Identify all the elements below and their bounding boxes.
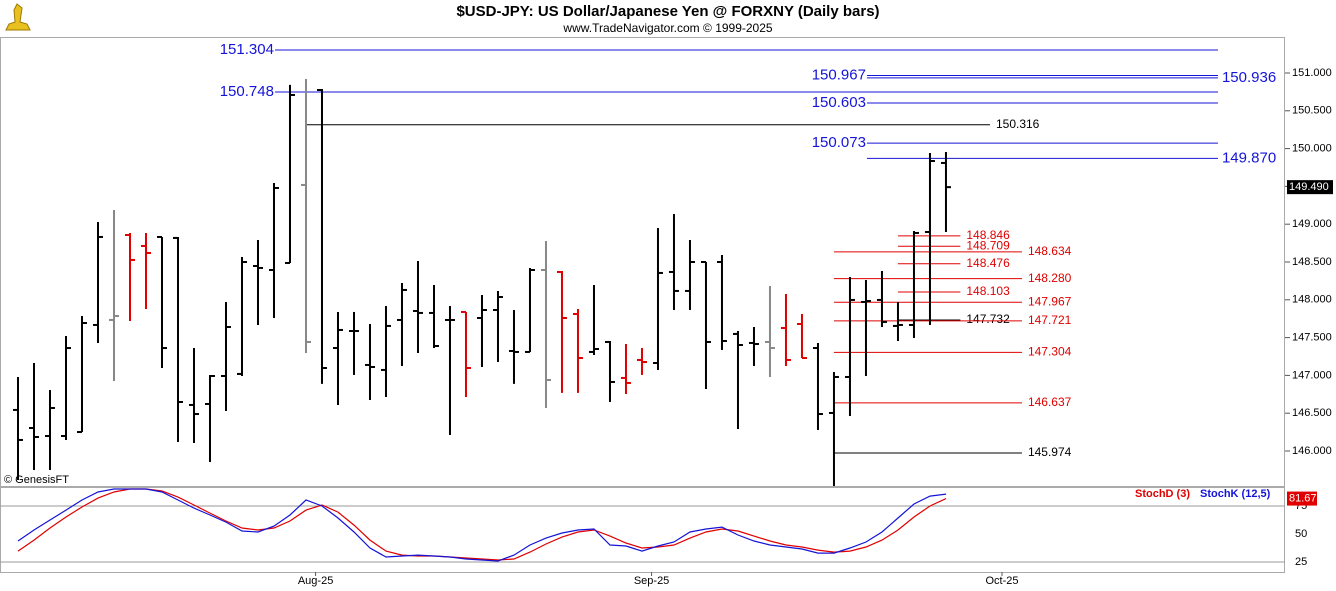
chart-subtitle: www.TradeNavigator.com © 1999-2025 bbox=[562, 21, 772, 35]
y-tick-label: 149.000 bbox=[1292, 218, 1332, 230]
level-label: 149.870 bbox=[1222, 149, 1276, 166]
x-tick-label: Aug-25 bbox=[298, 575, 333, 587]
y-tick-label: 150.000 bbox=[1292, 142, 1332, 154]
last-value-box bbox=[1287, 491, 1317, 506]
y-tick-label: 50 bbox=[1295, 528, 1307, 540]
credit: © GenesisFT bbox=[4, 474, 69, 486]
legend-label: StochK (12,5) bbox=[1200, 488, 1271, 500]
level-label: 148.709 bbox=[966, 238, 1010, 252]
y-tick-label: 148.000 bbox=[1292, 294, 1332, 306]
y-tick-label: 147.500 bbox=[1292, 331, 1332, 343]
stoch-line bbox=[17, 488, 947, 561]
level-label: 151.304 bbox=[220, 41, 274, 58]
y-tick-label: 150.500 bbox=[1292, 105, 1332, 117]
level-label: 150.967 bbox=[812, 66, 866, 83]
x-tick-label: Sep-25 bbox=[634, 575, 669, 587]
level-label: 148.103 bbox=[966, 284, 1010, 298]
legend-label: StochD (3) bbox=[1135, 488, 1190, 500]
chart-title: $USD-JPY: US Dollar/Japanese Yen @ FORXN… bbox=[456, 3, 879, 20]
x-tick-label: Oct-25 bbox=[985, 575, 1018, 587]
level-label: 147.304 bbox=[1028, 345, 1072, 359]
stoch-panel bbox=[0, 487, 1285, 573]
level-label: 145.974 bbox=[1028, 445, 1072, 459]
y-tick-label: 146.500 bbox=[1292, 407, 1332, 419]
logo bbox=[5, 3, 31, 31]
level-label: 150.936 bbox=[1222, 69, 1276, 86]
level-label: 146.637 bbox=[1028, 395, 1072, 409]
level-label: 148.280 bbox=[1028, 271, 1072, 285]
last-value-label: 81.67 bbox=[1289, 492, 1317, 504]
level-label: 150.316 bbox=[996, 117, 1040, 131]
level-label: 148.846 bbox=[966, 228, 1010, 242]
last-price-box bbox=[1287, 180, 1333, 195]
level-label: 150.073 bbox=[812, 134, 866, 151]
y-tick-label: 146.000 bbox=[1292, 445, 1332, 457]
level-label: 148.634 bbox=[1028, 244, 1072, 258]
y-tick-label: 147.000 bbox=[1292, 369, 1332, 381]
level-label: 150.603 bbox=[812, 94, 866, 111]
last-price-label: 149.490 bbox=[1289, 181, 1329, 193]
price-panel bbox=[0, 37, 1285, 487]
stoch-line bbox=[17, 488, 947, 562]
y-tick-label: 151.000 bbox=[1292, 67, 1332, 79]
level-label: 150.748 bbox=[220, 83, 274, 100]
y-tick-label: 25 bbox=[1295, 556, 1307, 568]
level-label: 147.967 bbox=[1028, 294, 1072, 308]
level-label: 147.721 bbox=[1028, 313, 1072, 327]
y-tick-label: 148.500 bbox=[1292, 256, 1332, 268]
level-label: 148.476 bbox=[966, 256, 1010, 270]
level-label: 147.732 bbox=[966, 312, 1010, 326]
